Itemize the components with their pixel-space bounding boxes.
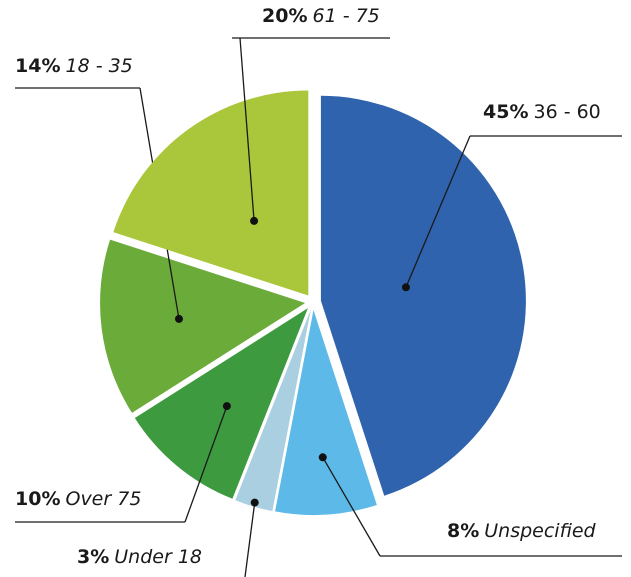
- slice-value-label: 45%: [483, 101, 528, 123]
- leader-line: [239, 37, 255, 221]
- pie-slice: [134, 308, 308, 499]
- slice-category-label: Unspecified: [484, 520, 596, 542]
- leader-dot: [318, 453, 327, 462]
- leader-line: [184, 405, 228, 523]
- leader-line: [322, 456, 381, 557]
- slice-label: 3% Under 18: [77, 546, 202, 568]
- leader-dot: [222, 402, 231, 411]
- slice-label: 14% 18 - 35: [15, 55, 133, 77]
- slice-value-label: 3%: [77, 546, 109, 568]
- leader-dot: [250, 498, 259, 507]
- pie-slice: [320, 95, 526, 496]
- leader-dot: [250, 216, 259, 225]
- slice-category-label: Over 75: [65, 488, 141, 510]
- pie-slice: [100, 239, 306, 413]
- pie-slice: [275, 309, 377, 515]
- slice-label: 45% 36 - 60: [483, 101, 601, 123]
- slice-label: 8% Unspecified: [447, 520, 597, 542]
- slice-category-label: Under 18: [114, 546, 202, 568]
- slice-value-label: 14%: [15, 55, 60, 77]
- pie-slice: [113, 90, 309, 296]
- slice-value-label: 8%: [447, 520, 479, 542]
- pie-slice: [235, 309, 311, 512]
- leader-line: [405, 135, 471, 288]
- slice-label: 20% 61 - 75: [262, 5, 380, 27]
- leader-dot: [174, 314, 183, 323]
- slice-value-label: 20%: [262, 5, 307, 27]
- slice-label: 10% Over 75: [15, 488, 141, 510]
- slice-category-label: 18 - 35: [65, 55, 132, 77]
- leader-dot: [401, 283, 410, 292]
- leader-line: [244, 502, 256, 577]
- slice-category-label: 61 - 75: [312, 5, 379, 27]
- slice-value-label: 10%: [15, 488, 60, 510]
- slice-category-label: 36 - 60: [533, 101, 600, 123]
